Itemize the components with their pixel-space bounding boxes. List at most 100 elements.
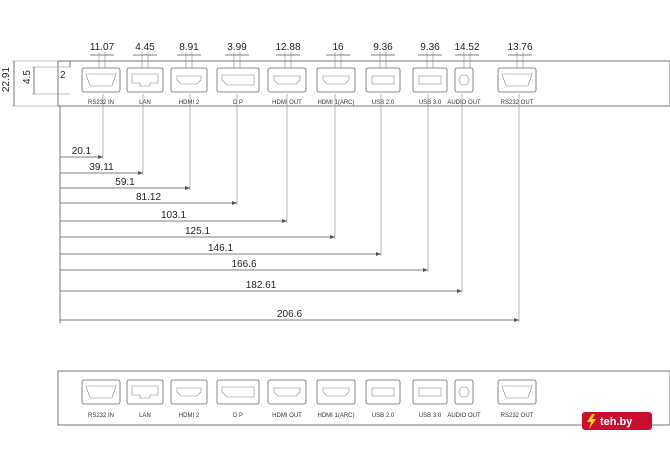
usb-3-label: USB 3.0: [419, 413, 442, 419]
hdmi-1-arc-label: HDMI 1(ARC): [318, 100, 355, 106]
rs232-in-port: RS232 IN: [81, 379, 121, 419]
db9-port-icon: [501, 73, 533, 87]
usb-2-offset-label: 146.1: [208, 243, 233, 254]
db9-port-icon: [85, 73, 117, 87]
rs232-in-label: RS232 IN: [88, 413, 114, 419]
hdmi-out-port-frame: [267, 379, 307, 405]
hdmi-port-icon: [322, 75, 350, 85]
audio-out-width-label: 14.52: [454, 42, 479, 53]
panel-height-label: 22.91: [1, 67, 12, 92]
rs232-in-offset-label: 20.1: [72, 146, 92, 157]
hdmi-1-arc-width-label: 16: [332, 42, 344, 53]
db9-port-icon: [85, 385, 117, 399]
hdmi-1-arc-offset-arrow: [330, 235, 335, 239]
lan-offset-label: 39.11: [89, 162, 114, 173]
audio-out-port-frame: [454, 379, 474, 405]
lan-port: LAN: [126, 379, 164, 419]
usb-2-port: USB 2.0: [365, 67, 401, 106]
dp-port: D P: [216, 379, 260, 419]
usb-port-icon: [371, 387, 395, 397]
rs232-in-port: RS232 IN: [81, 67, 121, 106]
usb-3-port-frame: [412, 379, 448, 405]
rj45-port-icon: [131, 385, 159, 399]
hdmi-2-port-frame: [170, 67, 208, 93]
displayport-port-icon: [221, 386, 255, 398]
hdmi-port-icon: [176, 387, 202, 397]
rs232-out-width-label: 13.76: [507, 42, 532, 53]
usb-2-port-frame: [365, 67, 401, 93]
rs232-in-offset-arrow: [98, 155, 103, 159]
hdmi-port-icon: [176, 75, 202, 85]
lan-port-frame: [126, 379, 164, 405]
rs232-in-label: RS232 IN: [88, 100, 114, 106]
hdmi-2-port: HDMI 2: [170, 67, 208, 106]
rs232-out-label: RS232 OUT: [501, 413, 534, 419]
usb-2-width-label: 9.36: [373, 42, 393, 53]
port-gap-label: 2: [60, 70, 66, 81]
rs232-in-width-label: 11.07: [90, 42, 115, 53]
bolt-logo-icon: [587, 414, 596, 429]
hdmi-1-arc-port: HDMI 1(ARC): [316, 379, 356, 419]
dp-port: D P: [216, 67, 260, 106]
dp-port-frame: [216, 379, 260, 405]
audio-out-label: AUDIO OUT: [447, 100, 481, 106]
rs232-out-port: RS232 OUT: [497, 379, 537, 419]
lan-offset-arrow: [138, 171, 143, 175]
hdmi-out-offset-label: 103.1: [161, 210, 186, 221]
usb-port-icon: [418, 75, 442, 85]
audio-out-offset-label: 182.61: [246, 280, 277, 291]
hdmi-out-width-label: 12.88: [275, 42, 300, 53]
dp-label: D P: [233, 413, 243, 419]
hdmi-2-label: HDMI 2: [179, 413, 200, 419]
dp-port-frame: [216, 67, 260, 93]
audio-out-port-frame: [454, 67, 474, 93]
lan-label: LAN: [139, 100, 151, 106]
audio-out-port: AUDIO OUT: [447, 379, 481, 419]
hdmi-2-offset-arrow: [185, 186, 190, 190]
hdmi-out-port: HDMI OUT: [267, 379, 307, 419]
dp-label: D P: [233, 100, 243, 106]
hdmi-2-offset-label: 59.1: [115, 177, 135, 188]
usb-3-port: USB 3.0: [412, 67, 448, 106]
usb-3-width-label: 9.36: [420, 42, 440, 53]
hdmi-out-offset-arrow: [282, 219, 287, 223]
audio-jack-icon: [458, 386, 470, 398]
hdmi-port-icon: [322, 387, 350, 397]
rs232-out-port: RS232 OUT: [497, 67, 537, 106]
hdmi-1-arc-port-frame: [316, 67, 356, 93]
hdmi-2-port-frame: [170, 379, 208, 405]
lan-port: LAN: [126, 67, 164, 106]
audio-out-offset-arrow: [457, 289, 462, 293]
usb-3-port-frame: [412, 67, 448, 93]
lan-width-label: 4.45: [135, 42, 155, 53]
dp-offset-arrow: [232, 201, 237, 205]
hdmi-out-label: HDMI OUT: [272, 413, 302, 419]
bottom-port-row: RS232 IN LAN HDMI 2 D P HDMI OUT HDMI 1(ARC) U…: [81, 379, 537, 419]
usb-port-icon: [418, 387, 442, 397]
db9-port-icon: [501, 385, 533, 399]
rs232-out-offset-label: 206.6: [277, 309, 302, 320]
watermark-text: teh.by: [600, 416, 633, 428]
hdmi-port-icon: [273, 387, 301, 397]
audio-jack-icon: [458, 74, 470, 86]
rs232-out-label: RS232 OUT: [501, 100, 534, 106]
dp-width-label: 3.99: [227, 42, 247, 53]
usb-2-port: USB 2.0: [365, 379, 401, 419]
usb-3-port: USB 3.0: [412, 379, 448, 419]
hdmi-1-arc-port-frame: [316, 379, 356, 405]
hdmi-2-label: HDMI 2: [179, 100, 200, 106]
watermark-background: [582, 412, 652, 430]
hdmi-2-width-label: 8.91: [179, 42, 199, 53]
hdmi-1-arc-label: HDMI 1(ARC): [318, 413, 355, 419]
hdmi-out-port-frame: [267, 67, 307, 93]
displayport-port-icon: [221, 74, 255, 86]
usb-port-icon: [371, 75, 395, 85]
watermark-badge: teh.by: [582, 412, 652, 430]
dp-offset-label: 81.12: [136, 192, 161, 203]
usb-3-label: USB 3.0: [419, 100, 442, 106]
hdmi-port-icon: [273, 75, 301, 85]
usb-2-port-frame: [365, 379, 401, 405]
